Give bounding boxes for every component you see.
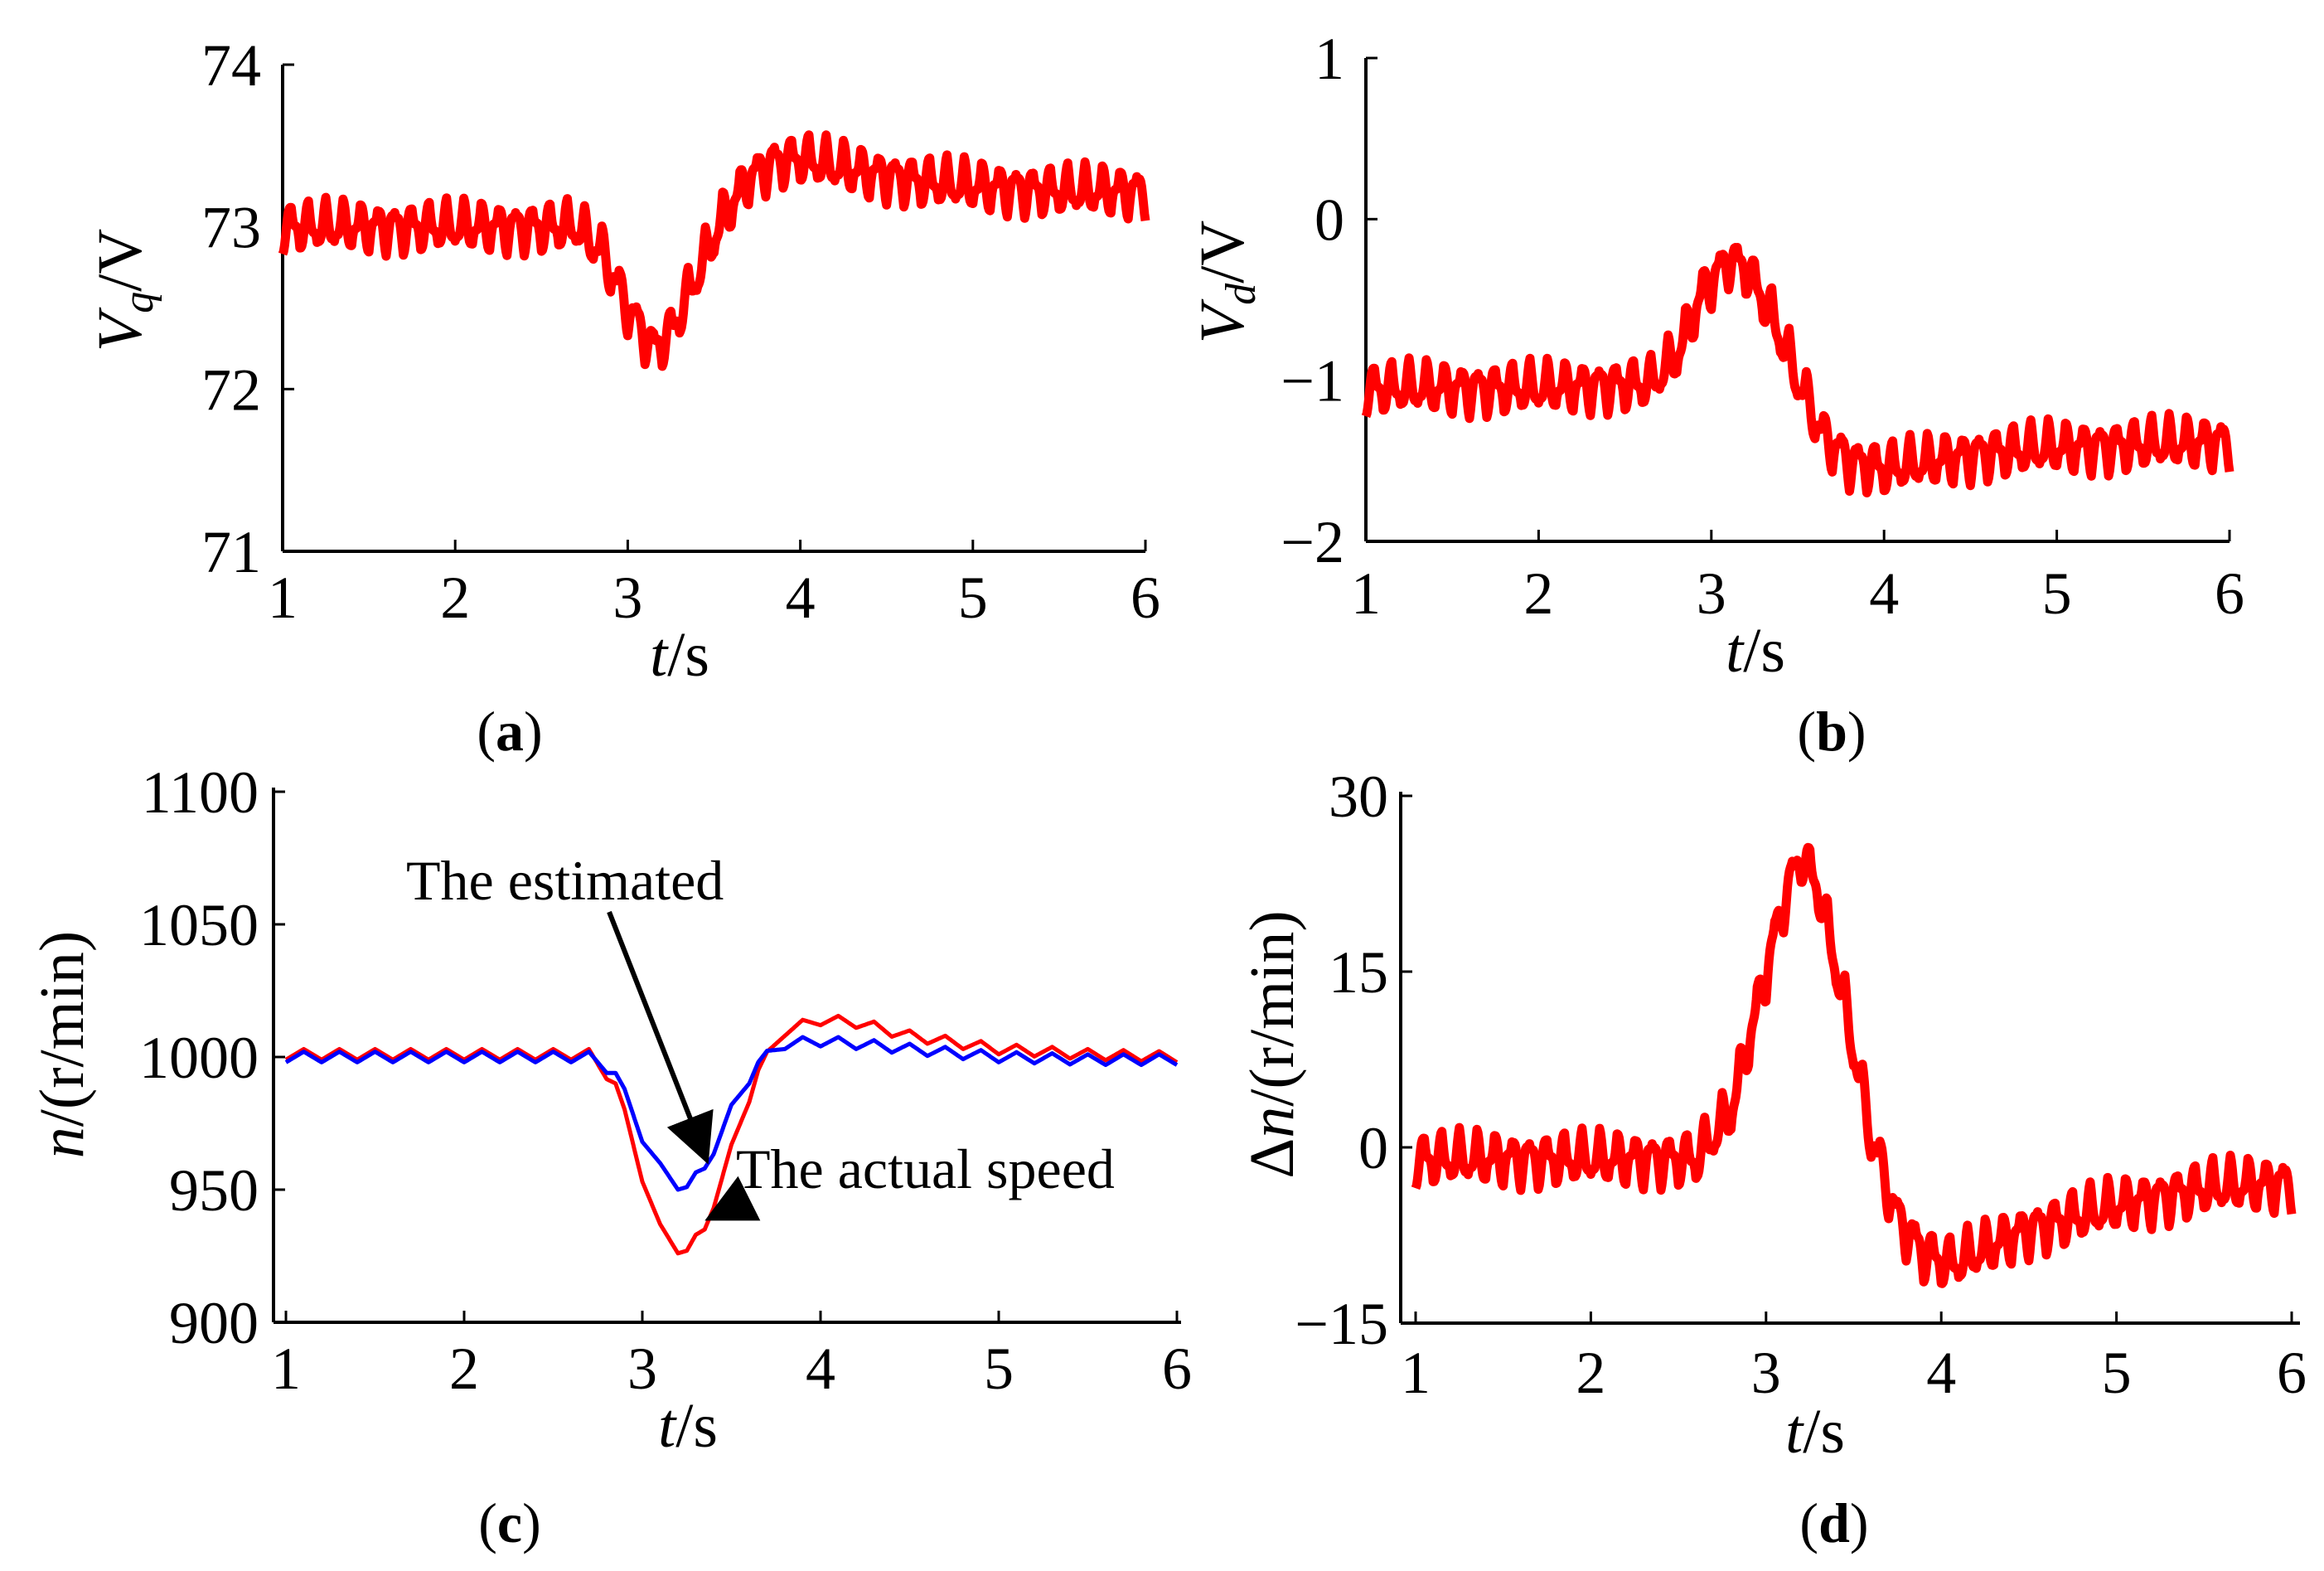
series-line-c-0	[284, 1013, 1179, 1256]
x-tick-label-a-4: 5	[958, 565, 988, 631]
y-tick-label-d-2: 15	[1329, 939, 1388, 1006]
x-tick-label-a-1: 2	[440, 565, 470, 631]
x-tick-label-c-3: 4	[806, 1336, 835, 1402]
x-axis-label-b: t/s	[1726, 616, 1785, 686]
ticks-b: 1 2 3 4 5 6 −2 −1 0 1	[1281, 26, 2244, 627]
x-tick-label-b-1: 2	[1523, 560, 1553, 627]
series-line-b-0	[1361, 243, 2234, 497]
annotation-c-1: The actual speed	[736, 1137, 1115, 1200]
x-tick-label-a-0: 1	[268, 565, 298, 631]
series-c	[284, 1013, 1179, 1256]
annotations-c: The estimated The actual speed	[406, 849, 1115, 1221]
y-tick-label-a-1: 72	[201, 356, 261, 423]
y-tick-label-b-0: −2	[1281, 509, 1344, 575]
x-tick-label-c-1: 2	[449, 1336, 479, 1402]
panel-label-a: (a)	[477, 700, 542, 763]
x-tick-label-b-0: 1	[1351, 560, 1381, 627]
y-tick-label-b-3: 1	[1315, 26, 1344, 92]
x-axis-label-d: t/s	[1785, 1397, 1845, 1467]
y-tick-label-a-3: 74	[201, 32, 261, 99]
y-tick-label-c-0: 900	[169, 1290, 259, 1356]
x-tick-label-d-3: 4	[1926, 1340, 1956, 1406]
x-tick-label-b-2: 3	[1697, 560, 1726, 627]
x-tick-label-a-2: 3	[612, 565, 642, 631]
panel-label-b: (b)	[1797, 700, 1866, 763]
y-axis-label-b: Vd/V	[1188, 221, 1265, 344]
x-tick-label-a-3: 4	[786, 565, 816, 631]
panel-a: 1 2 3 4 5 6 71 72 73 74 t/s Vq/V (a)	[85, 32, 1160, 763]
ticks-d: 1 2 3 4 5 6 −15 0 15 30	[1295, 764, 2307, 1406]
y-axis-label-d: Δn/(r/min)	[1237, 910, 1307, 1178]
x-tick-label-d-2: 3	[1751, 1340, 1781, 1406]
y-tick-label-d-1: 0	[1358, 1115, 1388, 1181]
y-tick-label-c-2: 1000	[139, 1025, 259, 1091]
x-tick-label-d-5: 6	[2277, 1340, 2307, 1406]
x-axis-label-a: t/s	[650, 620, 709, 690]
y-tick-label-a-0: 71	[201, 519, 261, 585]
y-tick-label-c-1: 950	[169, 1157, 259, 1224]
y-tick-label-c-4: 1100	[142, 759, 259, 826]
annotation-c-0: The estimated	[406, 849, 724, 912]
x-tick-label-a-5: 6	[1131, 565, 1160, 631]
x-axis-label-c: t/s	[658, 1391, 718, 1461]
y-tick-label-b-1: −1	[1281, 348, 1344, 415]
panel-label-d: (d)	[1799, 1491, 1868, 1554]
series-line-d-0	[1411, 842, 2297, 1288]
annotation-arrow-c-0	[607, 910, 714, 1165]
x-tick-label-b-4: 5	[2042, 560, 2072, 627]
y-tick-label-c-3: 1050	[139, 892, 259, 958]
y-tick-label-d-3: 30	[1329, 764, 1388, 830]
y-axis-label-a: Vq/V	[85, 229, 162, 352]
series-line-a-0	[278, 130, 1150, 371]
x-tick-label-d-0: 1	[1401, 1340, 1431, 1406]
panel-b: 1 2 3 4 5 6 −2 −1 0 1 t/s Vd/V (b)	[1188, 26, 2244, 763]
y-axis-label-c: n/(r/min)	[27, 931, 97, 1158]
x-tick-label-c-4: 5	[984, 1336, 1014, 1402]
y-tick-label-a-2: 73	[201, 195, 261, 261]
panel-d: 1 2 3 4 5 6 −15 0 15 30 t/s Δn/(r/min) (d)	[1237, 764, 2307, 1554]
x-tick-label-c-2: 3	[627, 1336, 657, 1402]
series-line-c-1	[284, 1035, 1179, 1192]
x-tick-label-b-3: 4	[1869, 560, 1899, 627]
ticks-a: 1 2 3 4 5 6 71 72 73 74	[201, 32, 1160, 631]
x-tick-label-d-1: 2	[1576, 1340, 1605, 1406]
x-tick-label-d-4: 5	[2102, 1340, 2132, 1406]
ticks-c: 1 2 3 4 5 6 900 950 1000 1050 1100	[139, 759, 1192, 1402]
x-tick-label-c-0: 1	[271, 1336, 301, 1402]
series-b	[1361, 243, 2234, 497]
x-tick-label-c-5: 6	[1162, 1336, 1192, 1402]
annotation-arrow-c-1	[704, 1176, 761, 1221]
y-tick-label-b-2: 0	[1315, 187, 1344, 253]
panel-label-c: (c)	[478, 1491, 541, 1554]
y-tick-label-d-0: −15	[1295, 1291, 1388, 1357]
series-a	[278, 130, 1150, 371]
x-tick-label-b-5: 6	[2215, 560, 2244, 627]
series-d	[1411, 842, 2297, 1288]
